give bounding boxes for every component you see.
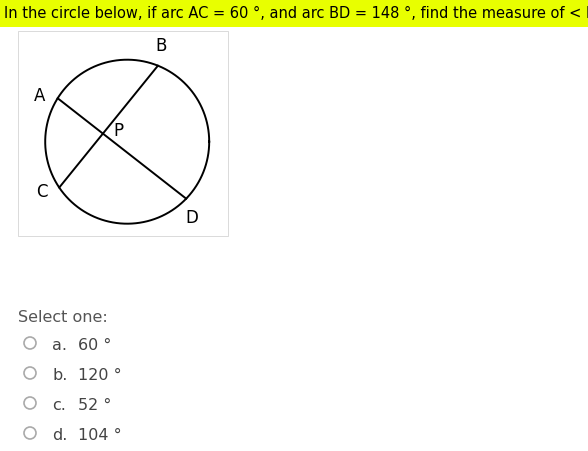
Text: P: P bbox=[113, 122, 124, 140]
Bar bbox=[0, 0, 588, 28]
Text: C: C bbox=[36, 183, 47, 201]
Text: A: A bbox=[34, 87, 46, 105]
Bar bbox=[18, 32, 228, 236]
Text: d.: d. bbox=[52, 427, 68, 442]
Text: a.: a. bbox=[52, 337, 67, 352]
Text: 120 °: 120 ° bbox=[78, 367, 122, 382]
Text: In the circle below, if arc AC = 60 °, and arc BD = 148 °, find the measure of <: In the circle below, if arc AC = 60 °, a… bbox=[4, 6, 588, 22]
Text: c.: c. bbox=[52, 397, 66, 412]
Text: 52 °: 52 ° bbox=[78, 397, 111, 412]
Text: B: B bbox=[156, 37, 167, 55]
Text: Select one:: Select one: bbox=[18, 309, 108, 324]
Text: D: D bbox=[186, 209, 199, 227]
Text: b.: b. bbox=[52, 367, 68, 382]
Text: 60 °: 60 ° bbox=[78, 337, 111, 352]
Text: 104 °: 104 ° bbox=[78, 427, 122, 442]
